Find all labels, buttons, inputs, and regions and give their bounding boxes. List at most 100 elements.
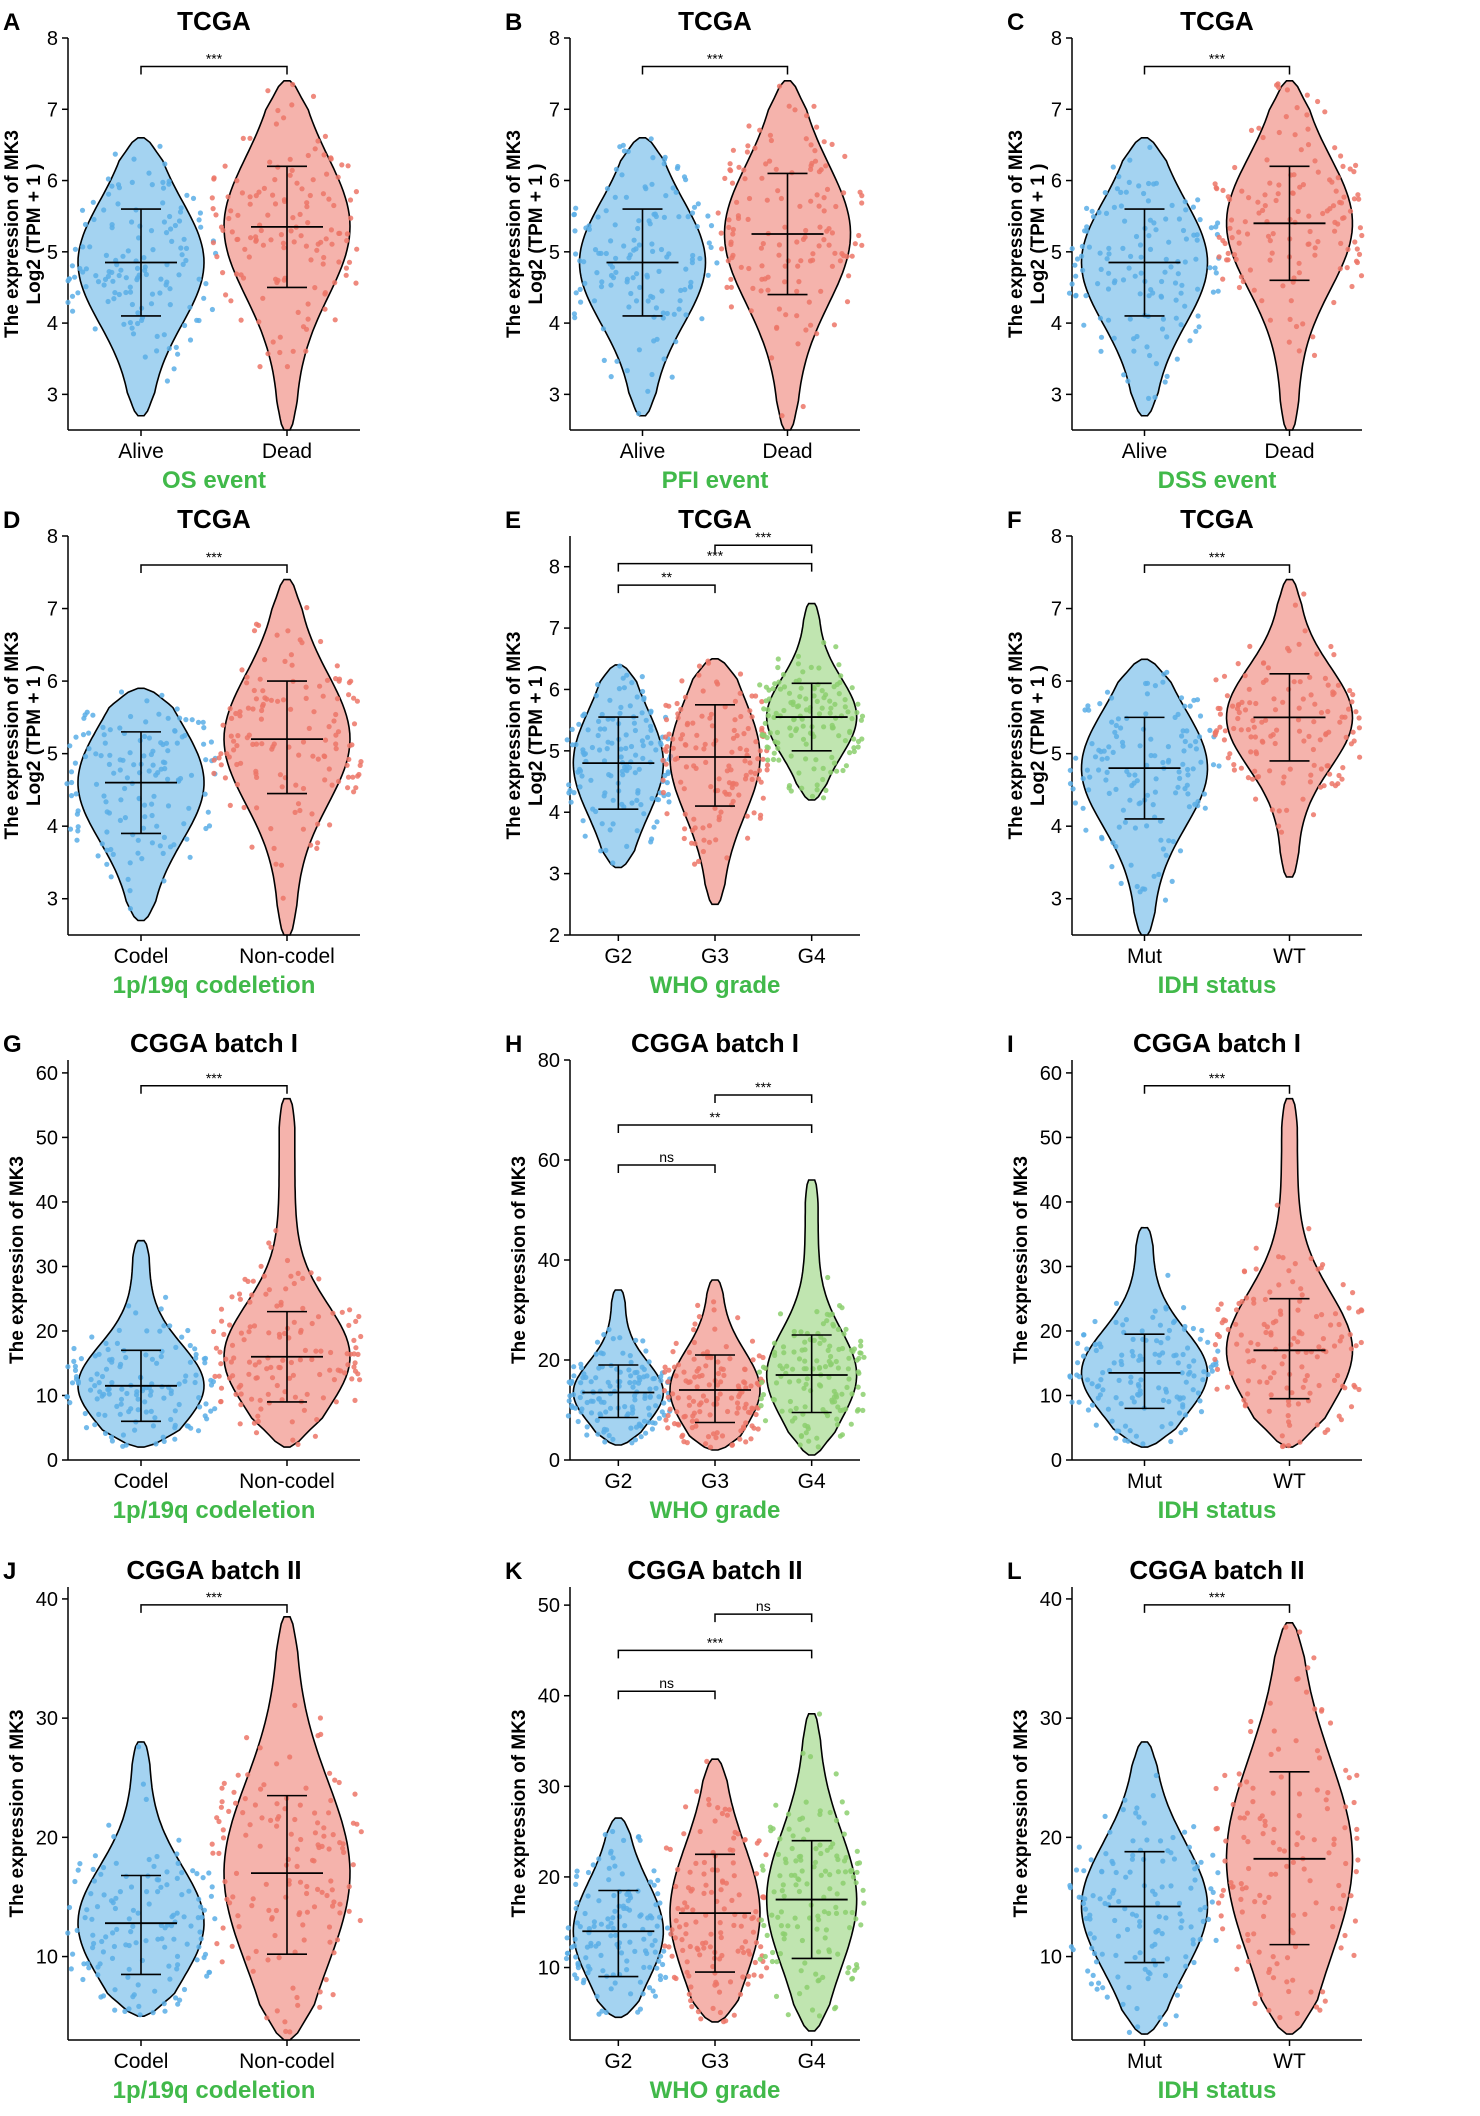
data-point <box>174 1966 180 1972</box>
data-point <box>1221 737 1227 743</box>
data-point <box>728 239 734 245</box>
data-point <box>280 1357 286 1363</box>
data-point <box>274 1823 280 1829</box>
significance-label: *** <box>206 1589 223 1605</box>
data-point <box>1130 1353 1136 1359</box>
data-point <box>647 1393 654 1399</box>
data-point <box>764 1932 770 1938</box>
data-point <box>321 254 327 261</box>
data-point <box>154 1853 160 1860</box>
data-point <box>833 1817 840 1824</box>
data-point <box>758 812 764 818</box>
y-axis-label: The expression of MK3 <box>1011 1710 1032 1918</box>
data-point <box>765 713 771 719</box>
data-point <box>1238 1896 1244 1902</box>
data-point <box>1162 1972 1169 1979</box>
data-point <box>292 1394 298 1400</box>
data-point <box>1067 1374 1073 1380</box>
data-point <box>1185 1345 1191 1351</box>
data-point <box>1127 1428 1133 1434</box>
data-point <box>173 1995 179 2001</box>
data-point <box>1330 1924 1336 1930</box>
data-point <box>568 799 574 805</box>
data-point <box>1356 251 1363 257</box>
data-point <box>80 732 87 738</box>
data-point <box>645 298 651 304</box>
data-point <box>658 1378 664 1384</box>
data-point <box>747 708 753 714</box>
data-point <box>1260 207 1266 213</box>
data-point <box>1215 705 1221 712</box>
data-point <box>196 1896 202 1902</box>
data-point <box>1258 1992 1264 1998</box>
y-tick-label: 7 <box>549 618 560 640</box>
data-point <box>1287 766 1293 772</box>
data-point <box>1222 240 1228 247</box>
data-point <box>686 1349 693 1355</box>
data-point <box>1336 772 1342 779</box>
data-point <box>101 207 107 213</box>
data-point <box>1269 250 1275 256</box>
data-point <box>816 2013 823 2019</box>
data-point <box>1272 740 1278 747</box>
data-point <box>854 1965 860 1971</box>
data-point <box>213 1345 219 1351</box>
data-point <box>1212 1356 1218 1362</box>
data-point <box>333 1399 339 1405</box>
data-point <box>811 766 817 772</box>
data-point <box>696 663 703 669</box>
data-point <box>1308 692 1314 698</box>
data-point <box>315 1842 321 1848</box>
data-point <box>1166 1399 1172 1405</box>
data-point <box>121 321 127 327</box>
data-point <box>155 1889 161 1895</box>
data-point <box>1153 1772 1159 1779</box>
data-point <box>606 1877 612 1883</box>
data-point <box>1120 245 1126 251</box>
data-point <box>252 1802 258 1808</box>
data-point <box>233 1870 240 1876</box>
data-point <box>1280 1255 1286 1261</box>
data-point <box>333 711 339 718</box>
data-point <box>1176 769 1182 775</box>
data-point <box>127 750 133 756</box>
data-point <box>176 272 182 278</box>
data-point <box>1219 1893 1225 1899</box>
data-point <box>1347 1331 1353 1338</box>
data-point <box>348 215 354 221</box>
data-point <box>336 259 342 265</box>
data-point <box>93 781 100 787</box>
data-point <box>719 1952 725 1959</box>
data-point <box>293 782 299 788</box>
data-point <box>1101 748 1107 754</box>
chart-title: TCGA <box>177 504 251 534</box>
data-point <box>1180 1395 1186 1401</box>
data-point <box>623 194 630 200</box>
data-point <box>760 1867 766 1873</box>
data-point <box>208 1893 214 1899</box>
data-point <box>171 366 177 372</box>
data-point <box>860 1407 866 1413</box>
data-point <box>692 1374 698 1380</box>
data-point <box>1299 1331 1305 1337</box>
data-point <box>1276 129 1282 136</box>
data-point <box>324 1892 330 1899</box>
data-point <box>605 1916 611 1922</box>
data-point <box>1289 1390 1295 1396</box>
data-point <box>658 741 664 748</box>
data-point <box>1246 1359 1252 1365</box>
data-point <box>656 1958 662 1964</box>
data-point <box>1175 784 1181 790</box>
data-point <box>1255 774 1262 780</box>
data-point <box>315 756 321 762</box>
data-point <box>662 1369 668 1375</box>
y-tick-label: 6 <box>549 171 560 193</box>
data-point <box>350 1820 356 1826</box>
data-point <box>1324 763 1330 769</box>
data-point <box>238 317 244 323</box>
data-point <box>193 1372 199 1378</box>
data-point <box>1104 755 1110 761</box>
data-point <box>1163 1386 1169 1392</box>
data-point <box>179 1892 185 1898</box>
data-point <box>92 1853 98 1859</box>
